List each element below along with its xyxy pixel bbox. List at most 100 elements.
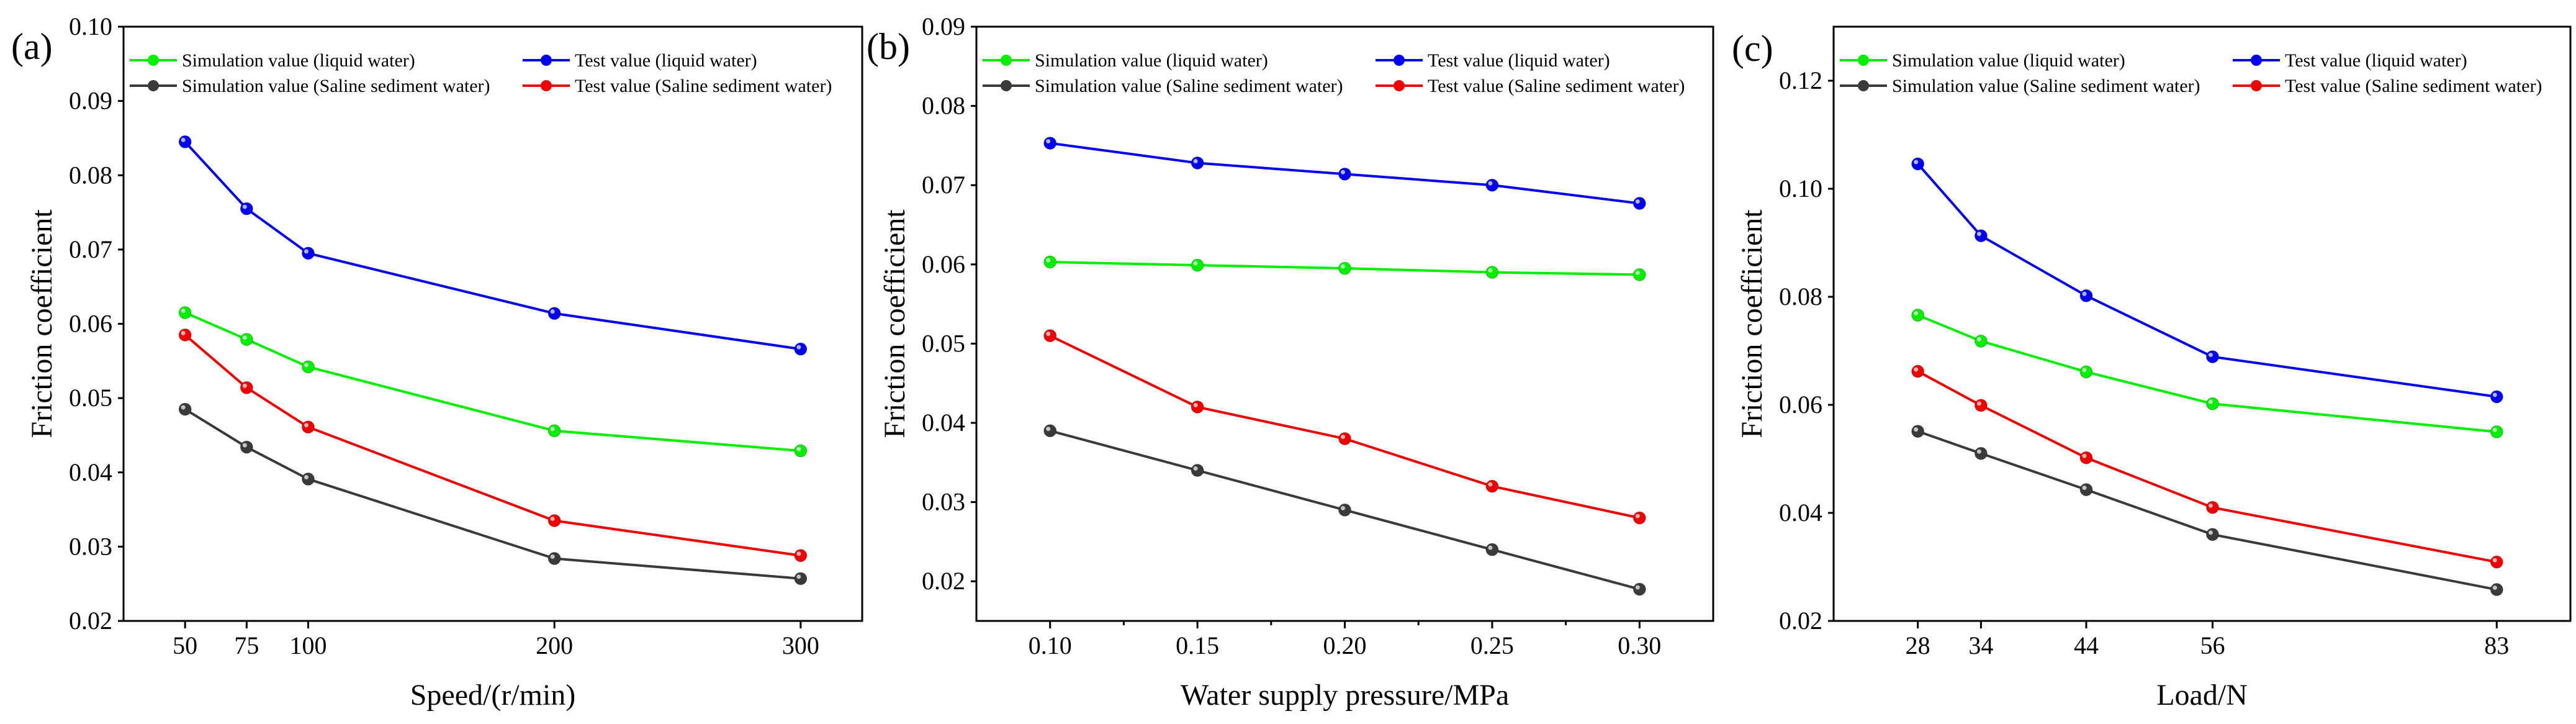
data-point (178, 328, 192, 342)
legend-label: Test value (liquid water) (1428, 50, 1610, 71)
y-tick-label: 0.07 (922, 171, 965, 199)
data-point-highlight (1488, 482, 1493, 487)
data-point (1338, 432, 1351, 446)
legend-marker (1001, 80, 1012, 91)
data-point (1633, 511, 1646, 525)
data-point-highlight (1046, 332, 1051, 337)
data-point-highlight (2082, 291, 2087, 296)
data-point (302, 247, 315, 260)
data-point-highlight (1341, 264, 1345, 269)
data-point-highlight (1914, 427, 1919, 432)
data-point (547, 307, 561, 320)
legend-item-3: Test value (Saline sediment water) (523, 76, 832, 96)
series-line-0 (184, 311, 801, 453)
data-point-highlight (1193, 158, 1198, 163)
x-tick-label: 0.25 (1470, 631, 1514, 659)
data-point (1485, 479, 1499, 493)
data-point-highlight (242, 204, 247, 209)
panel-label: (a) (11, 26, 53, 67)
x-axis-title: Speed/(r/min) (410, 679, 576, 712)
data-point-highlight (304, 249, 308, 254)
y-tick-label: 0.09 (922, 12, 965, 40)
legend-item-2: Simulation value (Saline sediment water) (1840, 76, 2200, 96)
legend-marker (1001, 55, 1012, 66)
data-point (1974, 229, 1988, 243)
data-point (2205, 500, 2219, 514)
legend-label: Simulation value (liquid water) (182, 50, 415, 71)
data-point-highlight (550, 309, 555, 314)
chart-panel-1: (b) 0.02 0.03 0.04 0.05 0.06 0.07 0.08 0.09 0.10 0… (867, 12, 1714, 712)
x-tick-label: 75 (234, 631, 259, 659)
data-point-highlight (304, 475, 308, 480)
legend-item-1: Test value (liquid water) (2233, 50, 2467, 71)
data-point-highlight (1635, 199, 1640, 204)
data-point (547, 424, 561, 438)
x-tick-label: 34 (1968, 631, 1993, 659)
data-point-highlight (1193, 466, 1198, 471)
data-point (302, 473, 315, 486)
data-point-highlight (1046, 139, 1051, 144)
y-tick-label: 0.09 (69, 87, 112, 115)
plot-frame (975, 25, 1714, 622)
data-point-highlight (181, 330, 186, 335)
legend-marker (148, 80, 159, 91)
data-point (547, 514, 561, 528)
data-point-highlight (550, 517, 555, 522)
data-point (178, 402, 192, 416)
data-point (1191, 400, 1204, 414)
series-line-0 (1917, 314, 2497, 433)
data-point (2490, 583, 2503, 597)
series-line-2 (184, 408, 801, 580)
y-axis-title: Friction coefficient (1736, 209, 1768, 438)
legend-item-3: Test value (Saline sediment water) (1376, 76, 1685, 96)
legend-item-3: Test value (Saline sediment water) (2233, 76, 2542, 96)
x-tick-label: 0.20 (1323, 631, 1367, 659)
data-point (2490, 425, 2503, 438)
data-point (2490, 390, 2503, 404)
data-point-highlight (2492, 392, 2497, 397)
data-point (794, 342, 808, 356)
x-tick-label: 0.15 (1176, 631, 1219, 659)
y-tick-label: 0.04 (1779, 499, 1822, 527)
y-tick-label: 0.10 (1779, 174, 1822, 202)
data-point (1974, 399, 1988, 412)
data-point-highlight (2492, 428, 2497, 432)
chart-panel-0: (a) 0.02 0.03 0.04 0.05 0.06 0.07 0.08 0.09 0.10 5… (11, 12, 863, 712)
data-point (240, 440, 253, 454)
data-point (794, 444, 808, 458)
legend-label: Test value (Saline sediment water) (2285, 76, 2542, 96)
data-point (1974, 446, 1988, 460)
data-point (2079, 451, 2093, 464)
data-point-highlight (796, 446, 801, 451)
legend-label: Test value (liquid water) (575, 50, 757, 71)
legend-marker (1394, 55, 1405, 66)
x-tick-label: 200 (536, 631, 573, 659)
data-point-highlight (242, 335, 247, 340)
data-point-highlight (1488, 545, 1493, 550)
data-point-highlight (796, 574, 801, 579)
data-point-highlight (181, 137, 186, 142)
data-point (1043, 424, 1057, 438)
y-tick-label: 0.06 (69, 310, 112, 338)
data-point (302, 420, 315, 434)
legend-label: Test value (Saline sediment water) (575, 76, 832, 96)
data-point-highlight (2208, 353, 2213, 358)
data-point-highlight (1976, 449, 1981, 454)
y-tick-label: 0.02 (922, 567, 965, 595)
data-point (178, 135, 192, 148)
x-tick-label: 56 (2200, 631, 2225, 659)
data-point (1633, 582, 1646, 596)
data-point (2205, 528, 2219, 541)
legend-marker (2251, 80, 2262, 91)
data-point (1911, 364, 1925, 378)
data-point (794, 549, 808, 563)
legend-marker (1394, 80, 1405, 91)
y-tick-label: 0.02 (69, 607, 112, 635)
y-tick-label: 0.10 (69, 12, 112, 40)
y-tick-label: 0.03 (69, 532, 112, 560)
data-point (1911, 157, 1925, 171)
data-point (547, 552, 561, 566)
data-point-highlight (2208, 399, 2213, 404)
data-point-highlight (2208, 503, 2213, 508)
data-point (1485, 266, 1499, 279)
